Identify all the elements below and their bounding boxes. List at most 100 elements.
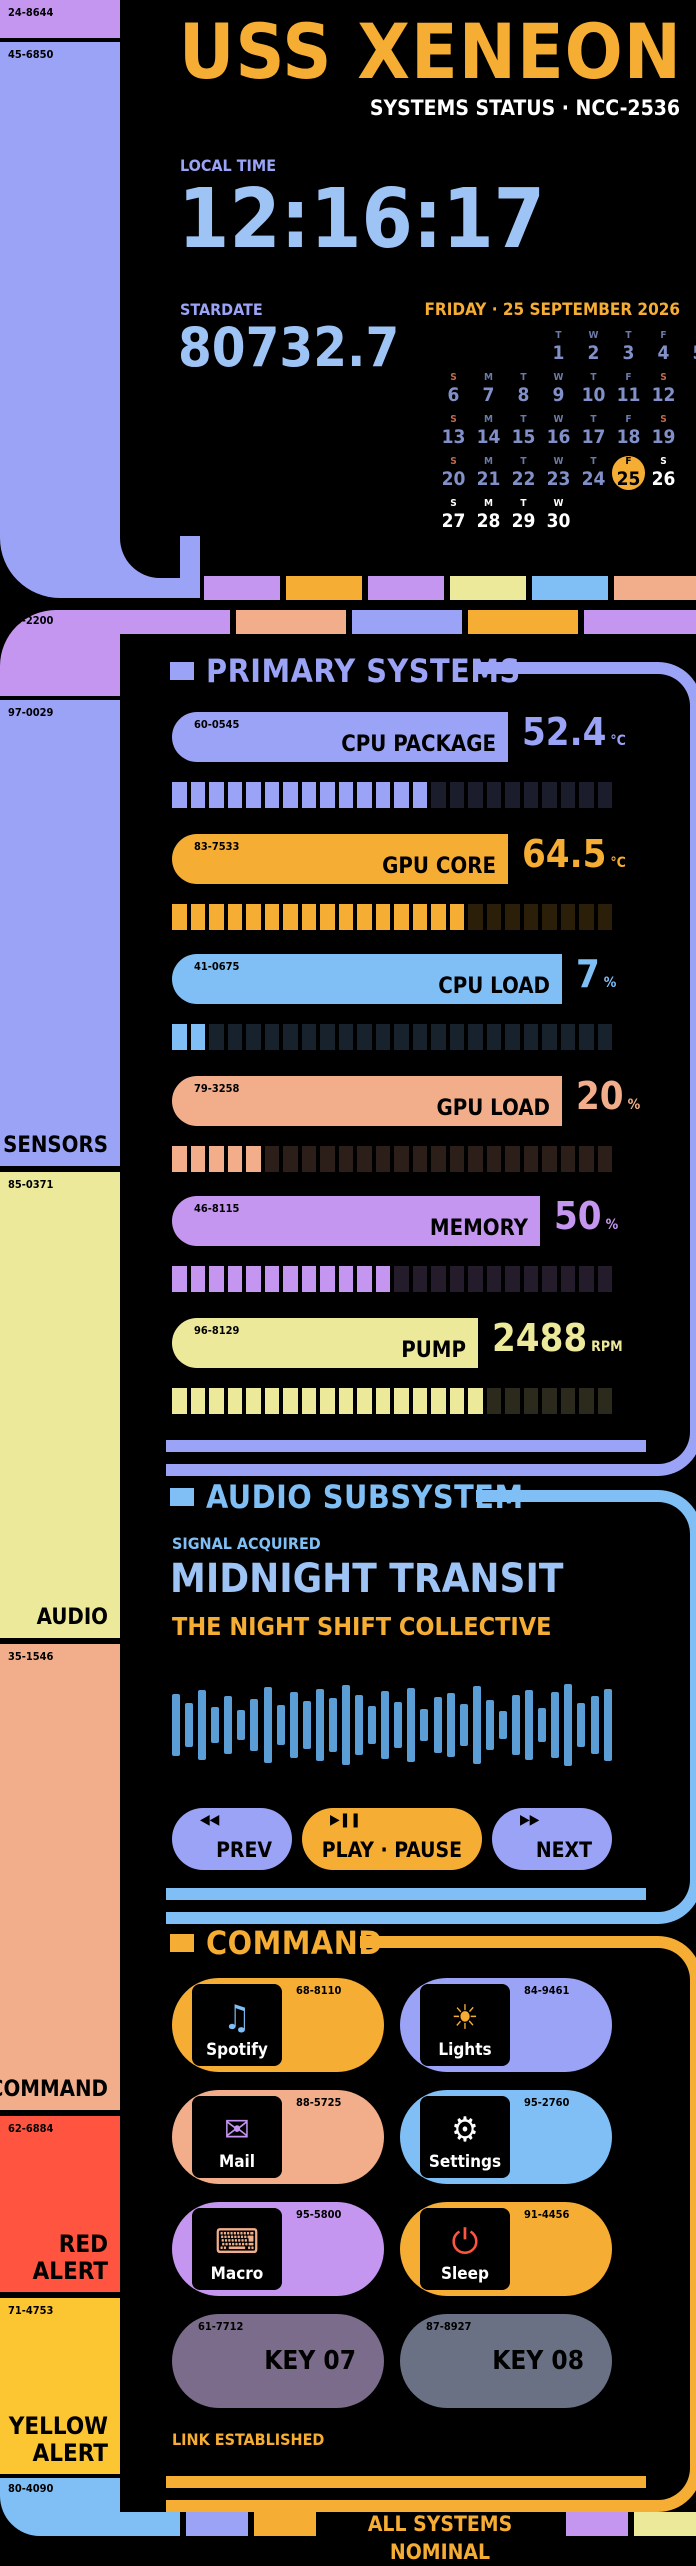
bar-segment (283, 1266, 298, 1292)
calendar-dow: W (553, 498, 564, 509)
calendar-day[interactable]: S5 (681, 330, 696, 364)
calendar-day[interactable]: M 21 (471, 456, 506, 490)
key-07-button[interactable]: KEY 07 61-7712 (172, 2314, 384, 2408)
waveform-bar (603, 1689, 612, 1761)
bar-segment (320, 1146, 335, 1172)
calendar-dow: F (625, 456, 632, 467)
bar-value: 2488 RPM (492, 1316, 623, 1360)
bar-segment (246, 782, 261, 808)
bar-value: 7% (576, 952, 616, 996)
key-08-button[interactable]: KEY 08 87-8927 (400, 2314, 612, 2408)
envelope-icon: ✉ (224, 2110, 250, 2150)
bar-segment (449, 1266, 464, 1292)
bar-segment (375, 782, 390, 808)
calendar-day[interactable]: W 30 (541, 498, 576, 532)
sidebar-block-command[interactable]: 35-1546 COMMAND (0, 1644, 120, 2110)
bar-segment (449, 782, 464, 808)
audio-panel-title: AUDIO SUBSYSTEM (206, 1478, 524, 1516)
calendar-day[interactable]: W 23 (541, 456, 576, 490)
calendar-day-number: 21 (476, 468, 501, 490)
calendar-week: S 20 M 21 T 22 W 23 T 24 F 25 S 26 (436, 456, 681, 490)
bar-segment (449, 1146, 464, 1172)
calendar-dow (471, 330, 506, 342)
sidebar-label: COMMAND (0, 2076, 108, 2102)
bar-segment (523, 904, 538, 930)
spotify-button[interactable]: ♫ Spotify 68-8110 (172, 1978, 384, 2072)
calendar-day[interactable]: S 13 (436, 414, 471, 448)
track-artist: THE NIGHT SHIFT COLLECTIVE (172, 1612, 552, 1641)
calendar-day-number: 12 (651, 384, 676, 406)
calendar-dow: S (450, 498, 457, 509)
key-code: 95-2760 (524, 2096, 570, 2109)
calendar-day-number: 9 (552, 384, 565, 406)
key-label: Lights (438, 2040, 492, 2060)
sidebar-label: SENSORS (3, 1132, 108, 1158)
mid-segment (584, 610, 696, 634)
play-pause-button[interactable]: ▶❚❚ PLAY · PAUSE (302, 1808, 482, 1870)
macro-button[interactable]: ⌨ Macro 95-5800 (172, 2202, 384, 2296)
calendar-day[interactable]: M 14 (471, 414, 506, 448)
mail-button[interactable]: ✉ Mail 88-5725 (172, 2090, 384, 2184)
bottom-elbow-arm (60, 2512, 180, 2536)
calendar-day[interactable]: T 15 (506, 414, 541, 448)
sidebar-block-sensors[interactable]: 97-0029 SENSORS (0, 700, 120, 1166)
calendar-day[interactable]: F 11 (611, 372, 646, 406)
sidebar-block-red-alert[interactable]: 62-6884 RED ALERT (0, 2116, 120, 2292)
sidebar-block-yellow-alert[interactable]: 71-4753 YELLOW ALERT (0, 2298, 120, 2474)
sidebar-code: 35-1546 (8, 1650, 54, 1663)
calendar-day[interactable]: M 28 (471, 498, 506, 532)
prev-button[interactable]: ◀◀ PREV (172, 1808, 292, 1870)
prev-label: PREV (216, 1838, 272, 1862)
calendar-day[interactable]: F 18 (611, 414, 646, 448)
sidebar-label: AUDIO (36, 1604, 108, 1630)
calendar-dow: T (520, 372, 527, 383)
settings-button[interactable]: ⚙ Settings 95-2760 (400, 2090, 612, 2184)
lights-button[interactable]: ☀ Lights 84-9461 (400, 1978, 612, 2072)
bottom-segment (634, 2512, 696, 2536)
bar-segment (486, 1146, 501, 1172)
calendar-day[interactable]: S 12 (646, 372, 681, 406)
top-segment (368, 576, 444, 600)
calendar-day[interactable]: S 19 (646, 414, 681, 448)
bar-segment (209, 904, 224, 930)
calendar-day[interactable]: S 27 (436, 498, 471, 532)
sleep-button[interactable]: ⏻ Sleep 91-4456 (400, 2202, 612, 2296)
bar-segment (560, 1146, 575, 1172)
sidebar-block-1[interactable]: 24-8644 (0, 0, 120, 38)
rewind-icon: ◀◀ (200, 1812, 220, 1828)
bar-segment (246, 1266, 261, 1292)
section-marker (170, 1488, 194, 1506)
calendar-day[interactable]: T 10 (576, 372, 611, 406)
audio-waveform (172, 1680, 612, 1770)
calendar-week: S 6 M 7 T 8 W 9 T 10 F 11 S 12 (436, 372, 681, 406)
bar-segment (190, 1388, 205, 1414)
mid-elbow-inner (120, 634, 160, 696)
bar-segment (394, 782, 409, 808)
calendar-day[interactable]: T 22 (506, 456, 541, 490)
calendar-day[interactable]: W 16 (541, 414, 576, 448)
bar-segments (172, 782, 612, 808)
calendar-day[interactable]: F 25 (612, 456, 645, 490)
top-segment (286, 576, 362, 600)
calendar-day[interactable]: T 17 (576, 414, 611, 448)
calendar-day[interactable]: S 26 (646, 456, 681, 490)
next-button[interactable]: ▶▶ NEXT (492, 1808, 612, 1870)
calendar-day[interactable]: S 20 (436, 456, 471, 490)
calendar-day[interactable]: T 24 (576, 456, 611, 490)
calendar-day-number: 28 (476, 510, 501, 532)
key-icon-tile: ✉ Mail (192, 2096, 282, 2178)
bar-segment (209, 1388, 224, 1414)
key-label: Settings (428, 2152, 502, 2172)
calendar-day[interactable]: T 29 (506, 498, 541, 532)
calendar-day-number: 14 (476, 426, 501, 448)
bar-label: CPU PACKAGE (341, 732, 496, 757)
sidebar-block-audio[interactable]: 85-0371 AUDIO (0, 1172, 120, 1638)
